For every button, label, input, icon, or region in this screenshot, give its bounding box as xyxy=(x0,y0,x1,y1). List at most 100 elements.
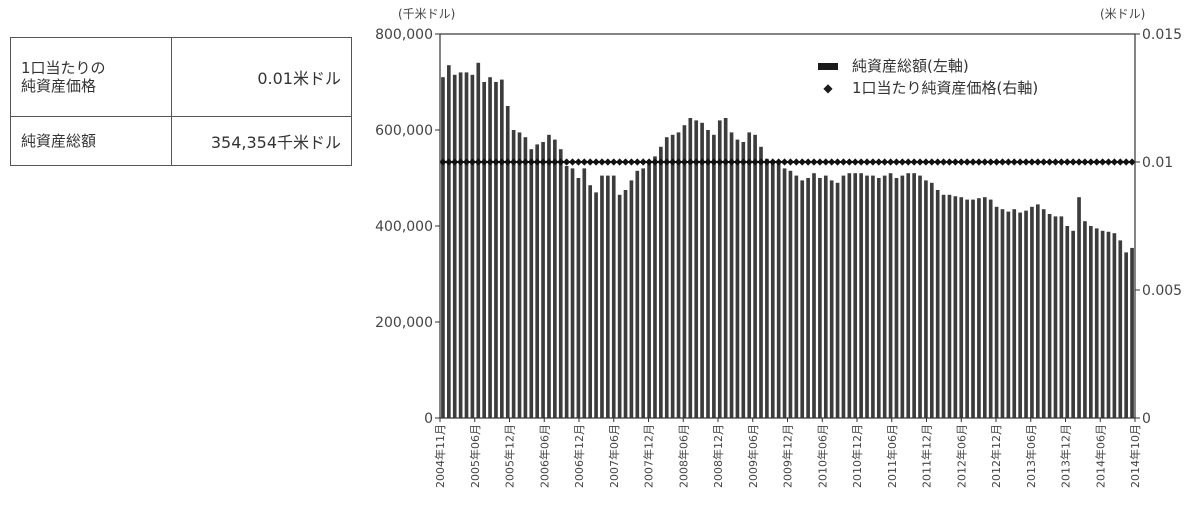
bar xyxy=(452,74,457,419)
bar xyxy=(770,161,775,418)
nav-price-point xyxy=(769,158,777,166)
bar xyxy=(511,130,516,418)
nav-price-point xyxy=(745,158,753,166)
nav-price-point xyxy=(627,158,636,166)
bar xyxy=(1071,230,1075,418)
nav-price-point xyxy=(486,158,494,166)
nav-price-point xyxy=(551,158,559,166)
bar xyxy=(464,72,469,419)
bar xyxy=(1059,216,1064,418)
nav-price-point xyxy=(839,158,848,166)
bar xyxy=(841,175,846,418)
bar xyxy=(594,192,598,418)
nav-price-point xyxy=(975,158,983,166)
bar xyxy=(547,134,551,419)
bar xyxy=(623,190,628,418)
nav-price-point xyxy=(886,158,895,166)
nav-price-point xyxy=(586,158,594,166)
bar xyxy=(629,180,634,418)
nav-price-point xyxy=(439,158,447,166)
bar xyxy=(517,132,522,418)
bar xyxy=(759,146,763,419)
bar xyxy=(1089,226,1093,418)
nav-price-point xyxy=(1022,158,1030,166)
bar xyxy=(1047,214,1052,418)
nav-price-point xyxy=(945,158,954,166)
nav-price-point xyxy=(998,158,1007,166)
bar-swatch-icon xyxy=(818,62,838,70)
nav-price-point xyxy=(987,158,995,166)
nav-per-unit-value: 0.01米ドル xyxy=(171,37,352,117)
nav-price-point xyxy=(922,158,930,166)
nav-price-point xyxy=(739,158,747,166)
nav-price-point xyxy=(1034,158,1042,166)
bars-group xyxy=(441,62,1134,419)
left-tick-label: 0 xyxy=(424,411,433,427)
diamond-marker-icon: ◆ xyxy=(823,81,833,95)
bar xyxy=(871,175,875,418)
bar xyxy=(747,132,752,418)
bar xyxy=(865,175,869,418)
bar xyxy=(735,139,740,418)
bar xyxy=(729,132,734,418)
nav-price-point xyxy=(1057,158,1065,166)
summary-table: 1口当たりの 純資産価格 0.01米ドル 純資産総額 354,354千米ドル xyxy=(10,37,352,166)
bar xyxy=(853,173,858,418)
bar xyxy=(535,144,540,418)
bar xyxy=(641,168,646,418)
x-tick-label: 2013年06月 xyxy=(1024,424,1038,488)
bar xyxy=(700,122,704,419)
x-tick-label: 2009年06月 xyxy=(746,424,760,488)
bar xyxy=(1024,210,1028,418)
nav-price-point xyxy=(533,158,541,166)
nav-price-point xyxy=(851,158,859,166)
nav-price-point xyxy=(875,158,883,166)
x-tick-label: 2012年06月 xyxy=(954,424,968,488)
bar xyxy=(894,178,899,418)
nav-price-point xyxy=(798,158,806,166)
nav-price-point xyxy=(1004,158,1012,166)
nav-price-point xyxy=(957,158,965,166)
nav-price-point xyxy=(881,158,889,166)
nav-price-point xyxy=(598,158,606,166)
nav-price-point xyxy=(610,158,618,166)
bar xyxy=(694,120,699,419)
nav-price-point xyxy=(663,158,671,166)
nav-price-point xyxy=(1051,158,1060,166)
x-tick-label: 2010年06月 xyxy=(815,424,829,488)
bar xyxy=(741,142,746,418)
right-tick-label: 0.015 xyxy=(1142,27,1182,43)
nav-price-point xyxy=(863,158,871,166)
bar xyxy=(1065,226,1070,418)
bar xyxy=(712,134,716,419)
right-axis-unit: (米ドル) xyxy=(1100,7,1146,21)
nav-price-point xyxy=(669,158,677,166)
bar xyxy=(888,173,893,418)
bar xyxy=(564,166,569,418)
nav-price-point xyxy=(939,158,948,166)
legend-label: 純資産総額(左軸) xyxy=(852,57,969,75)
nav-price-point xyxy=(733,158,742,166)
bar xyxy=(918,175,922,418)
bar xyxy=(688,118,693,418)
bar xyxy=(823,175,828,418)
nav-price-point xyxy=(521,158,530,166)
nav-price-point xyxy=(504,158,512,166)
x-tick-label: 2006年06月 xyxy=(537,424,551,488)
nav-price-point xyxy=(780,158,789,166)
nav-price-point xyxy=(1016,158,1024,166)
nav-price-point xyxy=(904,158,912,166)
nav-price-point xyxy=(710,158,718,166)
nav-price-point xyxy=(451,158,459,166)
nav-price-point xyxy=(792,158,800,166)
bar xyxy=(947,194,952,418)
bar xyxy=(1124,252,1128,418)
nav-price-point xyxy=(969,158,977,166)
bar xyxy=(912,173,916,418)
nav-price-point xyxy=(751,158,759,166)
nav-price-point xyxy=(462,158,471,166)
bar xyxy=(600,175,604,418)
nav-price-point xyxy=(963,158,971,166)
nav-price-point xyxy=(457,158,465,166)
x-tick-label: 2008年12月 xyxy=(711,424,725,488)
